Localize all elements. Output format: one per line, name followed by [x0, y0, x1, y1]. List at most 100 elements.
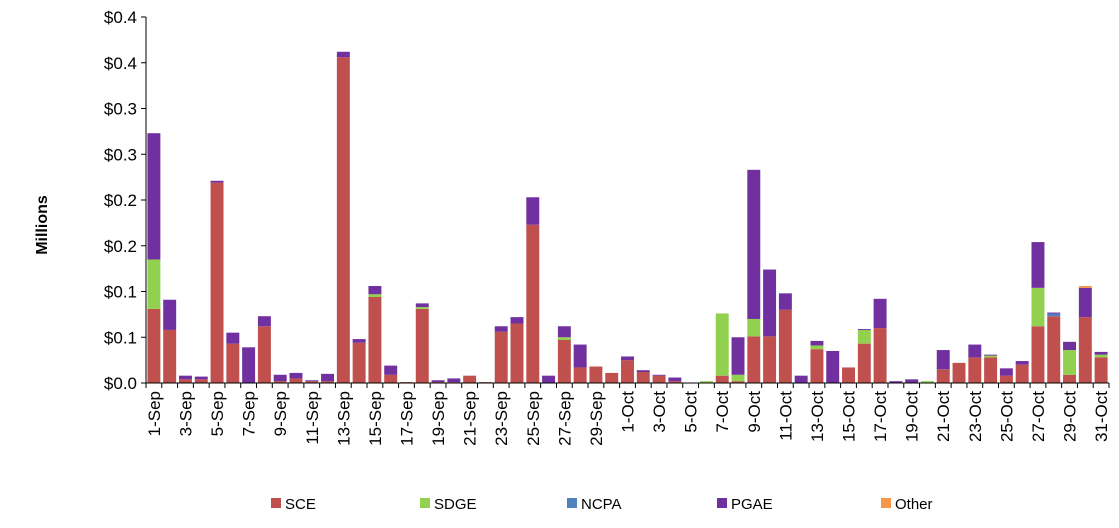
bar-segment-pgae-13-oct: [810, 340, 824, 346]
legend-swatch-sdge: [420, 498, 430, 508]
bar-segment-sdge-8-oct: [731, 374, 745, 382]
x-tick-label: 17-Sep: [397, 391, 416, 446]
bar-segment-pgae-27-sep: [557, 326, 571, 338]
x-tick-label: 13-Oct: [808, 391, 827, 442]
bar-segment-sce-3-sep: [178, 379, 192, 383]
bar-segment-ncpa-28-oct: [1047, 313, 1061, 317]
y-tick-label: $0.4: [104, 8, 137, 27]
legend: SCE SDGE NCPA PGAE Other: [271, 496, 933, 513]
x-tick-label: 15-Sep: [366, 391, 385, 446]
bar-segment-sdge-18-sep: [415, 307, 429, 309]
x-tick-label: 25-Sep: [524, 391, 543, 446]
bar-segment-sce-4-sep: [194, 379, 208, 383]
y-tick-label: $0.1: [104, 283, 137, 302]
y-axis-label: Millions: [34, 195, 51, 255]
x-tick-label: 11-Sep: [303, 391, 322, 445]
bar-segment-sce-23-oct: [968, 357, 982, 383]
bar-segment-sce-8-sep: [257, 326, 271, 383]
bar-segment-sce-25-sep: [526, 224, 540, 383]
bar-segment-sce-7-oct: [715, 375, 729, 383]
x-tick-label: 25-Oct: [997, 391, 1016, 442]
bar-segment-sce-14-sep: [352, 342, 366, 383]
bar-segment-pgae-24-sep: [510, 317, 524, 324]
bar-segment-sdge-27-oct: [1031, 287, 1045, 327]
x-tick-label: 27-Oct: [1029, 391, 1048, 442]
bar-segment-sce-27-sep: [557, 340, 571, 383]
bar-segment-sdge-31-oct: [1094, 354, 1108, 358]
legend-label-other: Other: [895, 496, 933, 513]
bar-segment-sce-2-sep: [163, 329, 177, 383]
bar-segment-pgae-16-sep: [384, 365, 398, 375]
bar-segment-sce-16-sep: [384, 374, 398, 383]
bar-segment-pgae-2-oct: [636, 370, 650, 373]
bar-segment-sce-15-sep: [368, 296, 382, 383]
bar-segment-pgae-6-sep: [226, 332, 240, 344]
bar-segment-sce-21-oct: [936, 369, 950, 383]
bar-segment-sce-28-sep: [573, 367, 587, 383]
bar-segment-sce-29-oct: [1063, 374, 1077, 383]
bar-segment-sdge-1-sep: [147, 259, 161, 309]
bar-segment-pgae-4-oct: [668, 377, 682, 382]
y-tick-label: $0.3: [104, 100, 137, 119]
x-tick-label: 1-Oct: [619, 391, 638, 433]
bar-segment-sce-6-sep: [226, 343, 240, 383]
bar-segment-sdge-27-sep: [557, 337, 571, 340]
bar-segment-pgae-9-oct: [747, 169, 761, 319]
bar-segment-sce-11-oct: [778, 309, 792, 383]
legend-swatch-sce: [271, 498, 281, 508]
bar-segment-sdge-9-oct: [747, 318, 761, 337]
bar-segment-pgae-1-oct: [621, 356, 634, 361]
bar-segment-sdge-13-oct: [810, 345, 824, 350]
x-tick-label: 15-Oct: [840, 391, 859, 442]
bar-segment-pgae-21-oct: [936, 350, 950, 370]
bar-segment-sce-17-oct: [873, 328, 887, 383]
x-tick-label: 11-Oct: [776, 391, 795, 441]
x-tick-label: 29-Oct: [1061, 391, 1080, 442]
bar-segment-sdge-6-oct: [699, 381, 713, 383]
bar-segment-sdge-29-oct: [1063, 350, 1077, 375]
bar-segment-sce-1-sep: [147, 308, 161, 383]
bar-segment-pgae-14-oct: [826, 350, 840, 383]
x-tick-label: 17-Oct: [871, 391, 890, 442]
bar-segment-sce-15-oct: [842, 367, 855, 383]
bar-segment-pgae-8-sep: [257, 316, 271, 327]
x-tick-label: 19-Sep: [429, 391, 448, 446]
legend-label-pgae: PGAE: [731, 496, 773, 513]
bar-segment-pgae-8-oct: [731, 337, 745, 375]
bar-segment-sce-30-oct: [1078, 317, 1092, 383]
bar-segment-pgae-26-sep: [542, 375, 556, 383]
y-tick-label: $0.2: [104, 191, 137, 210]
bar-segment-sce-8-oct: [731, 381, 745, 383]
legend-label-sdge: SDGE: [434, 496, 477, 513]
bar-segment-pgae-9-sep: [273, 374, 287, 382]
x-tick-label: 1-Sep: [145, 391, 164, 436]
bar-segment-sce-13-oct: [810, 349, 824, 383]
bar-segment-pgae-14-sep: [352, 339, 366, 343]
x-tick-label: 3-Sep: [176, 391, 195, 436]
bar-segment-pgae-7-sep: [242, 347, 256, 383]
bar-segment-pgae-11-sep: [305, 380, 319, 382]
bar-segment-sce-26-oct: [1015, 364, 1029, 383]
bar-segment-sce-9-sep: [273, 381, 287, 383]
x-tick-label: 9-Sep: [271, 391, 290, 436]
bar-segment-pgae-3-oct: [652, 374, 666, 376]
bar-segment-sce-12-sep: [321, 381, 335, 383]
bar-segment-sce-21-sep: [463, 375, 477, 383]
bars-layer: [147, 51, 1108, 384]
bar-segment-pgae-17-oct: [873, 298, 887, 329]
bar-segment-sce-13-sep: [336, 57, 350, 383]
bar-segment-pgae-25-oct: [999, 368, 1013, 376]
bar-segment-sce-5-sep: [210, 182, 224, 383]
bar-segment-pgae-20-sep: [447, 378, 461, 383]
bar-segment-sdge-7-oct: [715, 313, 729, 376]
x-tick-label: 3-Oct: [650, 391, 669, 433]
y-tick-label: $0.2: [104, 237, 137, 256]
bar-segment-pgae-19-oct: [905, 379, 919, 383]
bar-segment-pgae-28-oct: [1047, 312, 1061, 314]
legend-swatch-other: [881, 498, 891, 508]
bar-segment-pgae-26-oct: [1015, 361, 1029, 365]
bar-segment-sce-10-oct: [763, 336, 777, 383]
bar-segment-sce-29-sep: [589, 366, 603, 383]
x-tick-label: 13-Sep: [334, 391, 353, 446]
